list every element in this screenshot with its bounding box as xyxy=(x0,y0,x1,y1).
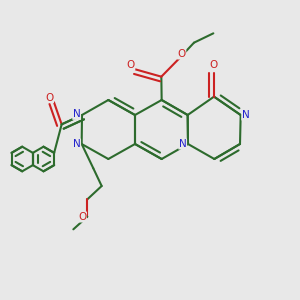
Text: N: N xyxy=(73,139,80,149)
Text: O: O xyxy=(127,60,135,70)
Text: O: O xyxy=(45,93,53,103)
Text: O: O xyxy=(210,60,218,70)
Text: N: N xyxy=(242,110,250,120)
Text: N: N xyxy=(179,139,187,149)
Text: O: O xyxy=(178,49,186,59)
Text: N: N xyxy=(73,109,80,119)
Text: O: O xyxy=(78,212,86,222)
